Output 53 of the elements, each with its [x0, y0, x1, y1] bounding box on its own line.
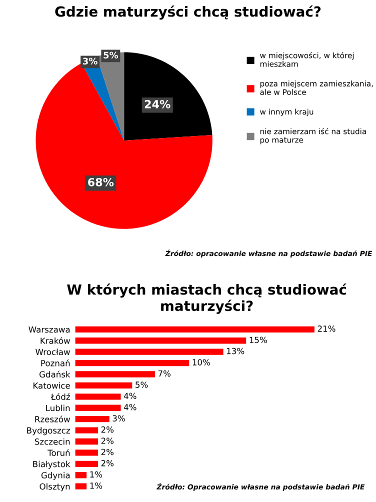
data-label: 2% — [101, 460, 114, 466]
y-tick-label: Poznań — [41, 360, 70, 366]
pie-slice — [124, 52, 212, 141]
y-tick-label: Kraków — [40, 337, 70, 344]
y-tick-label: Wrocław — [36, 348, 70, 356]
data-label: 10% — [192, 359, 210, 366]
bar — [75, 404, 121, 411]
data-label: 4% — [124, 392, 136, 400]
data-label: 4% — [124, 404, 136, 410]
bar — [75, 460, 98, 468]
y-tick-label: Katowice — [34, 382, 70, 389]
data-label: 15% — [250, 336, 267, 344]
bar — [75, 326, 314, 332]
data-label: 1% — [90, 482, 102, 489]
chart-title: Gdzie maturzyści chcą studiować? — [55, 5, 321, 20]
y-tick-label: Gdynia — [41, 472, 70, 480]
data-label: 5% — [104, 52, 118, 59]
bar — [75, 394, 121, 400]
y-tick-label: Gdańsk — [40, 370, 70, 378]
bar — [75, 416, 110, 422]
y-tick-label: Rzeszów — [35, 416, 70, 422]
pie-slice — [36, 63, 212, 229]
data-label: 68% — [88, 178, 114, 186]
y-tick-label: Białystok — [33, 460, 70, 469]
data-label: 2% — [101, 426, 114, 433]
data-label: 1% — [90, 471, 102, 478]
bar — [75, 360, 190, 366]
chart-title: W których miastach chcą studiować maturzyści? — [67, 283, 346, 314]
bar — [75, 382, 132, 389]
bar — [75, 472, 87, 478]
y-tick-label: Toruń — [48, 449, 70, 456]
bar — [75, 483, 87, 490]
data-label: 5% — [136, 382, 148, 388]
y-tick-label: Olsztyn — [40, 483, 70, 492]
y-tick-label: Warszawa — [28, 326, 70, 333]
data-label: 24% — [144, 100, 170, 108]
data-label: 2% — [101, 438, 114, 444]
bar — [75, 371, 155, 378]
data-label: 2% — [101, 448, 114, 456]
data-label: 21% — [318, 326, 336, 332]
y-tick-label: Lublin — [46, 404, 70, 412]
data-label: 13% — [227, 348, 244, 354]
y-tick-label: Szczecin — [34, 438, 70, 445]
y-tick-label: Łódź — [50, 393, 70, 400]
bar — [75, 450, 98, 456]
bar — [75, 438, 98, 445]
data-label: 3% — [82, 58, 98, 65]
y-tick-label: Bydgoszcz — [27, 427, 70, 436]
data-label: 7% — [158, 370, 170, 377]
data-label: 3% — [112, 415, 125, 422]
bar — [75, 427, 98, 434]
bar — [75, 348, 224, 355]
bar — [75, 338, 246, 344]
